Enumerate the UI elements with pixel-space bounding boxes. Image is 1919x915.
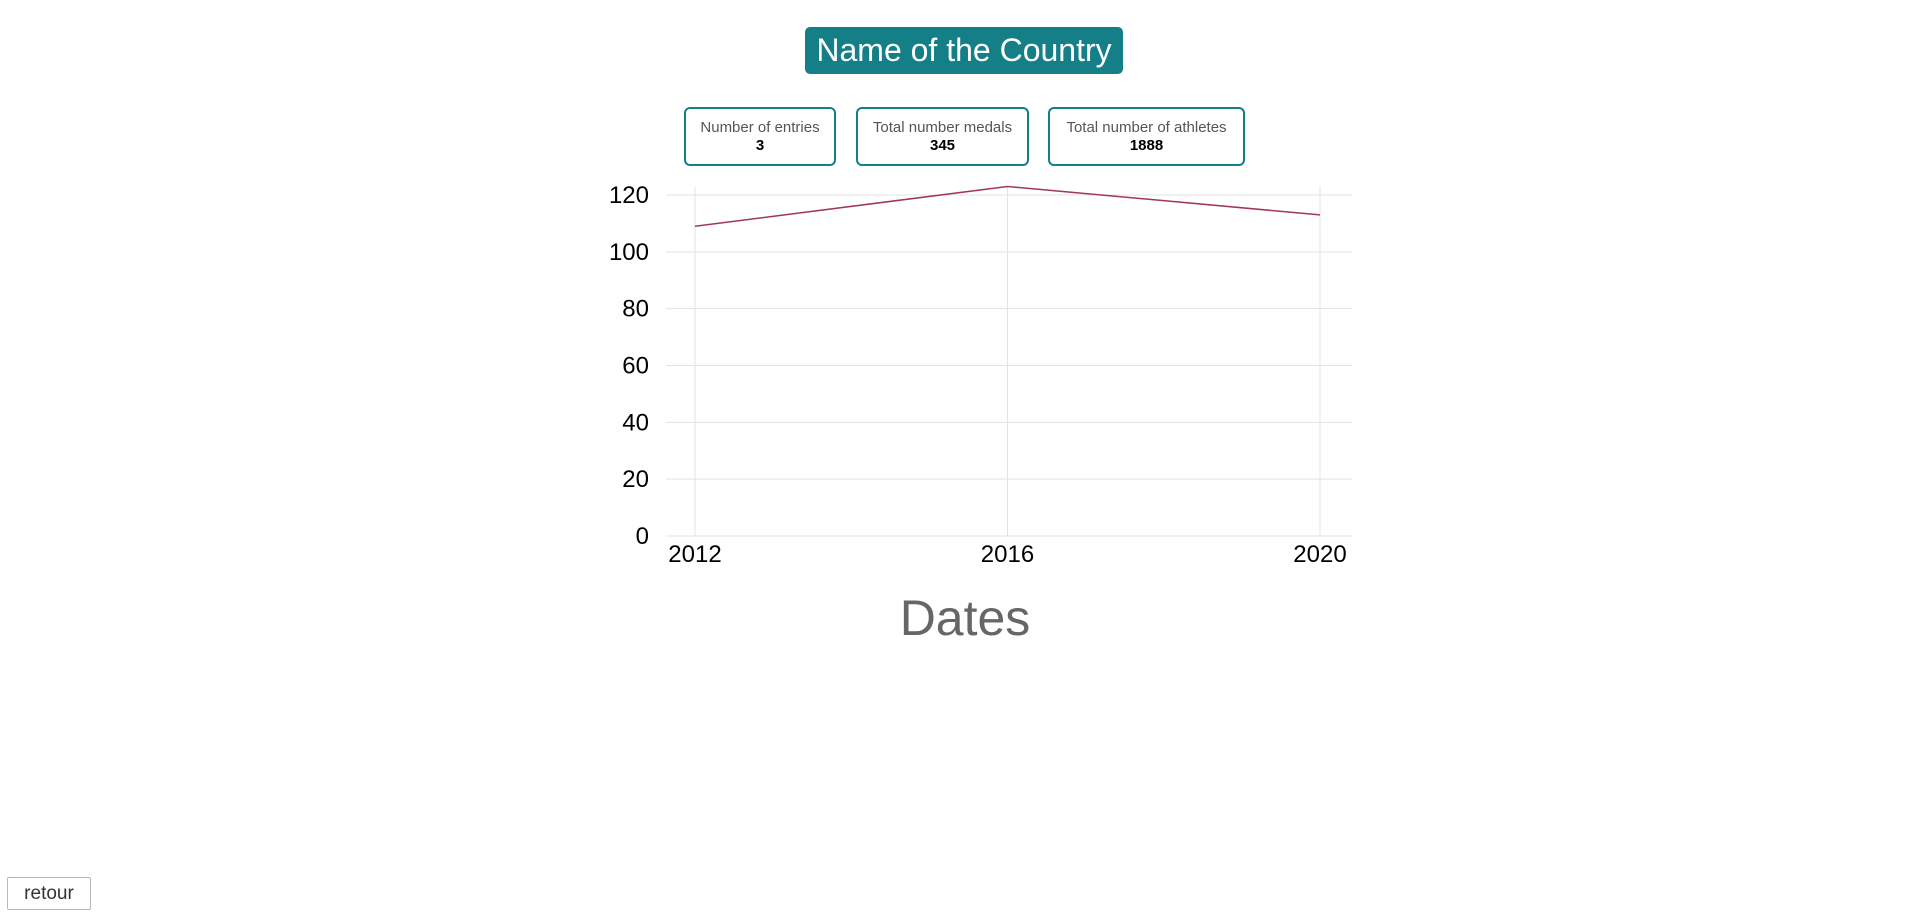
chart-ticks: 0 20 40 60 80 100 120 2012 2016 2020 [609, 182, 1347, 568]
stat-label-entries: Number of entries [700, 119, 820, 136]
y-tick-label: 60 [622, 353, 649, 380]
chart-grid [666, 187, 1352, 537]
stat-label-athletes: Total number of athletes [1066, 119, 1227, 136]
chart-series [694, 185, 1321, 228]
page-title: Name of the Country [805, 27, 1123, 74]
back-button[interactable]: retour [7, 877, 91, 910]
stat-value-entries: 3 [755, 137, 765, 154]
y-tick-label: 40 [622, 409, 649, 436]
y-tick-label: 20 [622, 466, 649, 493]
stat-card-athletes: Total number of athletes 1888 [1048, 107, 1245, 166]
series-line-0 [694, 185, 1321, 228]
y-tick-label: 120 [609, 182, 649, 209]
stat-card-medals: Total number medals 345 [856, 107, 1029, 166]
x-tick-label: 2012 [668, 541, 721, 568]
stat-value-medals: 345 [929, 137, 956, 154]
y-tick-label: 100 [609, 239, 649, 266]
x-tick-label: 2020 [1293, 541, 1346, 568]
stat-value-athletes: 1888 [1129, 137, 1164, 154]
stat-label-medals: Total number medals [872, 119, 1013, 136]
x-tick-label: 2016 [981, 541, 1034, 568]
y-tick-label: 0 [636, 523, 649, 550]
stat-card-entries: Number of entries 3 [684, 107, 836, 166]
x-axis-title: Dates [900, 590, 1031, 646]
y-tick-label: 80 [622, 296, 649, 323]
